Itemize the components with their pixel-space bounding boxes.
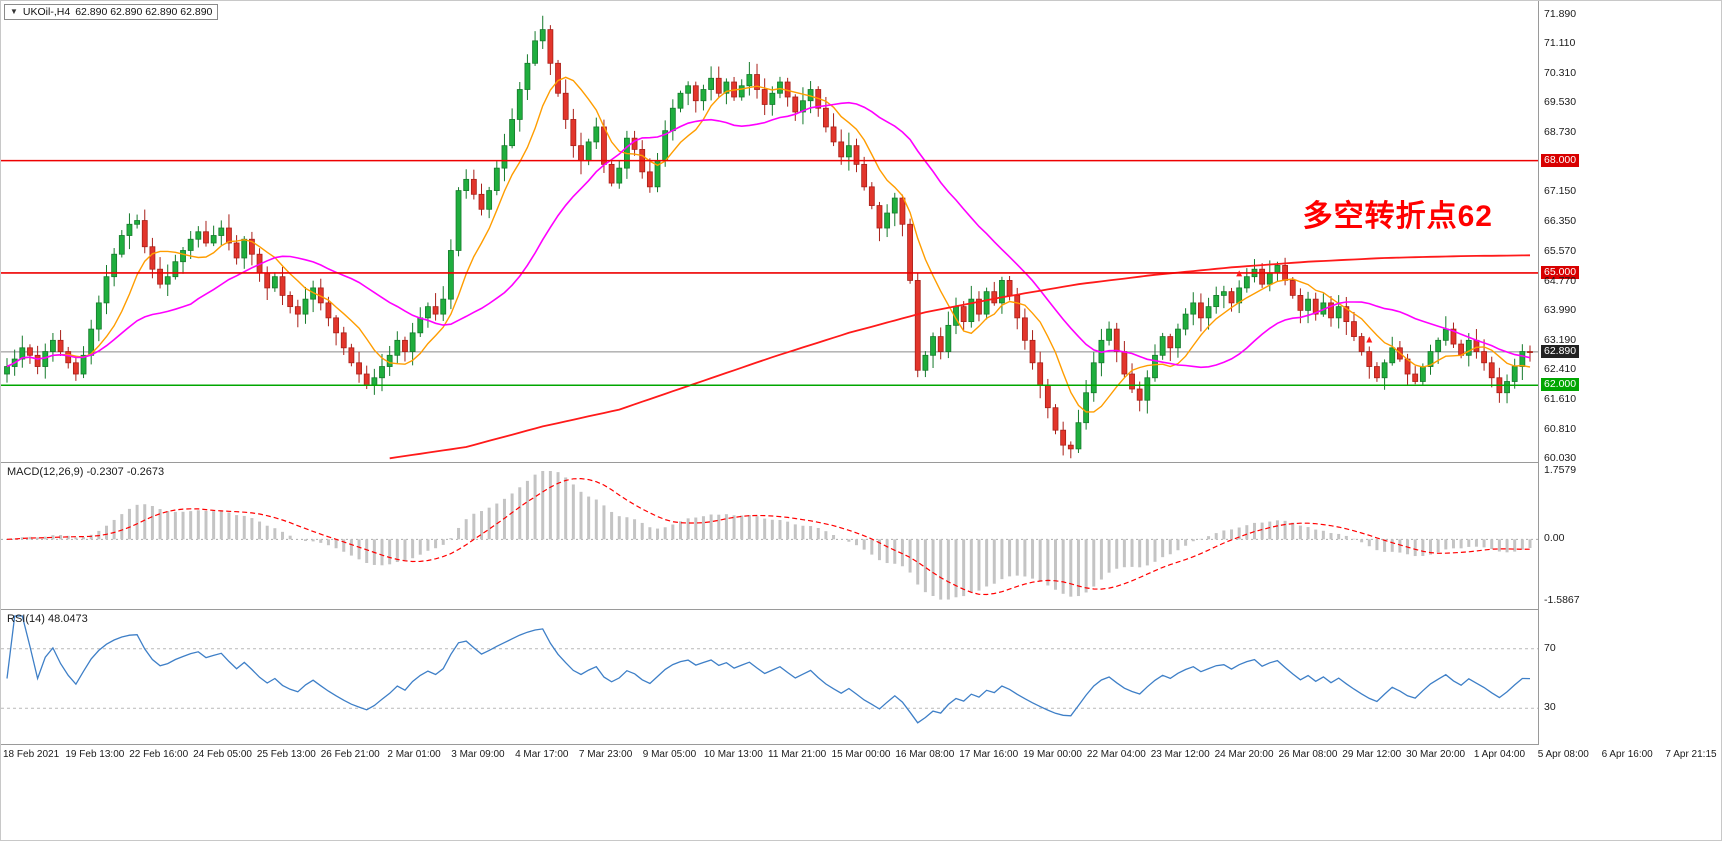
- price-tick: 63.190: [1544, 333, 1577, 346]
- time-axis-label: 7 Mar 23:00: [578, 749, 633, 760]
- time-axis-label: 5 Apr 08:00: [1537, 749, 1589, 760]
- time-axis-label: 30 Mar 20:00: [1406, 749, 1466, 760]
- price-tick: 68.730: [1544, 126, 1577, 139]
- macd-label: MACD(12,26,9) -0.2307 -0.2673: [7, 466, 164, 478]
- price-tick: 61.610: [1544, 392, 1577, 405]
- time-axis-label: 16 Mar 08:00: [895, 749, 955, 760]
- time-axis-label: 23 Mar 12:00: [1150, 749, 1210, 760]
- macd-chart-canvas[interactable]: [1, 463, 1538, 609]
- price-tick: 60.810: [1544, 422, 1577, 435]
- time-axis-label: 19 Mar 00:00: [1023, 749, 1082, 760]
- time-axis-label: 29 Mar 12:00: [1342, 749, 1402, 760]
- macd-indicator-name: MACD(12,26,9): [7, 466, 84, 478]
- symbol-dropdown-icon[interactable]: ▼: [10, 7, 18, 16]
- time-axis-label: 10 Mar 13:00: [703, 749, 763, 760]
- time-axis-label: 19 Feb 13:00: [65, 749, 125, 760]
- price-tick: 63.990: [1544, 303, 1577, 316]
- red-price-label: 65.000: [1541, 265, 1580, 279]
- price-chart-canvas[interactable]: [1, 1, 1538, 462]
- red-price-label: 68.000: [1541, 153, 1580, 167]
- time-axis-label: 15 Mar 00:00: [831, 749, 891, 760]
- macd-axis-tick: 0.00: [1544, 532, 1565, 545]
- price-tick: 67.150: [1544, 185, 1577, 198]
- green-price-label: 62.000: [1541, 378, 1580, 392]
- time-axis-label: 6 Apr 16:00: [1601, 749, 1653, 760]
- time-axis-label: 26 Mar 08:00: [1278, 749, 1338, 760]
- price-axis[interactable]: 71.890 71.110 70.310 69.530 68.730 68.000 67.1…: [1538, 1, 1721, 745]
- time-axis-label: 26 Feb 21:00: [320, 749, 380, 760]
- time-axis-label: 2 Mar 01:00: [387, 749, 441, 760]
- time-axis-label: 25 Feb 13:00: [256, 749, 316, 760]
- rsi-label: RSI(14) 48.0473: [7, 613, 88, 625]
- rsi-indicator-name: RSI(14): [7, 613, 45, 625]
- macd-axis-tick: 1.7579: [1544, 464, 1577, 476]
- price-tick: 66.350: [1544, 215, 1577, 228]
- symbol-info-bar[interactable]: ▼ UKOil-,H4 62.890 62.890 62.890 62.890: [4, 4, 219, 20]
- rsi-panel[interactable]: RSI(14) 48.0473: [1, 610, 1538, 745]
- time-axis-label: 1 Apr 04:00: [1473, 749, 1526, 760]
- price-tick: 65.570: [1544, 244, 1577, 257]
- rsi-indicator-value: 48.0473: [47, 613, 88, 625]
- time-axis-label: 22 Mar 04:00: [1086, 749, 1146, 760]
- symbol-name: UKOil-,H4: [22, 6, 71, 18]
- time-axis-label: 4 Mar 17:00: [515, 749, 569, 760]
- price-tick: 69.530: [1544, 96, 1577, 109]
- chart-annotation-text: 多空转折点62: [1302, 200, 1493, 233]
- rsi-axis-tick: 30: [1544, 701, 1556, 714]
- price-tick: 70.310: [1544, 67, 1577, 80]
- price-tick: 60.030: [1544, 452, 1577, 464]
- time-axis[interactable]: 18 Feb 2021 19 Feb 13:00 22 Feb 16:00 24 Fe…: [1, 745, 1721, 769]
- time-axis-label: 22 Feb 16:00: [129, 749, 189, 760]
- rsi-axis-tick: 70: [1544, 641, 1556, 654]
- time-axis-label: 24 Mar 20:00: [1214, 749, 1274, 760]
- time-axis-label: 9 Mar 05:00: [642, 749, 697, 760]
- time-axis-label: 18 Feb 2021: [3, 749, 60, 760]
- price-tick: 62.410: [1544, 362, 1577, 375]
- price-tick: 71.890: [1544, 8, 1577, 20]
- macd-indicator-values: -0.2307 -0.2673: [86, 466, 165, 478]
- symbol-quotes: 62.890 62.890 62.890 62.890: [75, 6, 213, 18]
- macd-panel[interactable]: MACD(12,26,9) -0.2307 -0.2673: [1, 463, 1538, 610]
- time-axis-label: 7 Apr 21:15: [1665, 749, 1717, 760]
- time-axis-label: 3 Mar 09:00: [451, 749, 505, 760]
- price-tick: 71.110: [1544, 37, 1576, 50]
- price-chart-panel[interactable]: ▼ UKOil-,H4 62.890 62.890 62.890 62.890 …: [1, 1, 1538, 463]
- time-axis-label: 17 Mar 16:00: [959, 749, 1019, 760]
- current-price-label: 62.890: [1541, 344, 1580, 358]
- price-tick: 64.770: [1544, 274, 1577, 287]
- macd-axis-tick: -1.5867: [1544, 594, 1580, 606]
- time-axis-label: 11 Mar 21:00: [768, 749, 827, 760]
- rsi-chart-canvas[interactable]: [1, 610, 1538, 744]
- time-axis-label: 24 Feb 05:00: [193, 749, 252, 760]
